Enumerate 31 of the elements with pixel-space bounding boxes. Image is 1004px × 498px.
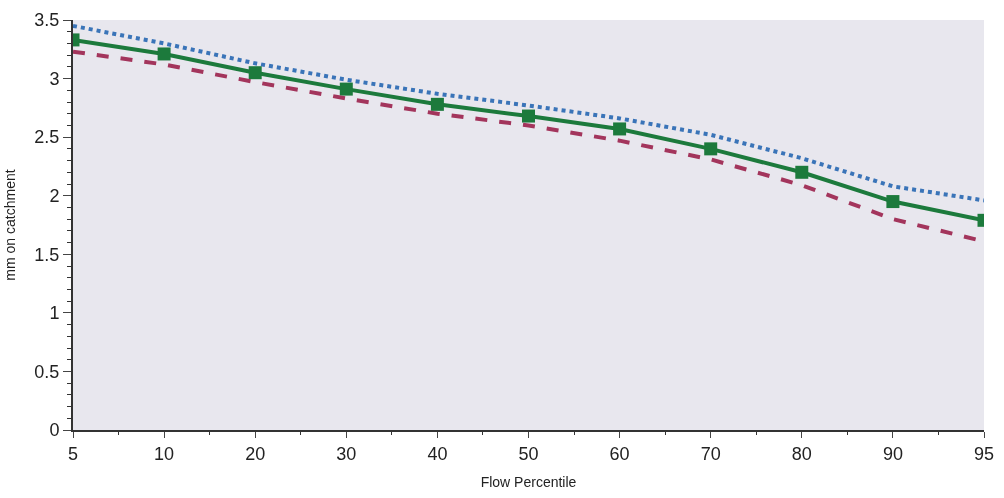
x-tick-label: 95 [973,443,995,464]
y-tick-label: 1.5 [34,244,60,265]
x-tick-label: 60 [609,443,630,464]
point [522,109,535,123]
point [339,82,353,96]
y-tick-label: 3 [49,68,60,89]
point [157,47,171,61]
x-axis-title: Flow Percentile [480,474,577,491]
line-series [73,23,984,203]
y-tick-label: 2.5 [34,127,60,148]
x-tick-label: 20 [245,443,266,464]
y-tick-label: 3.5 [34,10,60,31]
x-tick-label: 50 [518,443,539,464]
y-tick-label: 1 [49,303,60,324]
x-tick-label: 40 [427,443,448,464]
y-tick-label: 0.5 [34,361,60,382]
y-tick-label: 0 [49,420,60,441]
point [430,97,444,111]
x-tick-label: 30 [336,443,357,464]
point [613,122,627,136]
point [704,142,718,156]
x-tick-label: 90 [882,443,903,464]
point [795,165,809,179]
x-tick-label: 5 [67,443,79,464]
x-tick-label: 10 [154,443,175,464]
point [248,66,262,80]
y-tick-label: 2 [49,186,60,207]
point [886,195,900,209]
x-tick-label: 70 [700,443,721,464]
x-tick-label: 80 [791,443,812,464]
y-axis-title: mm on catchment [2,169,19,281]
